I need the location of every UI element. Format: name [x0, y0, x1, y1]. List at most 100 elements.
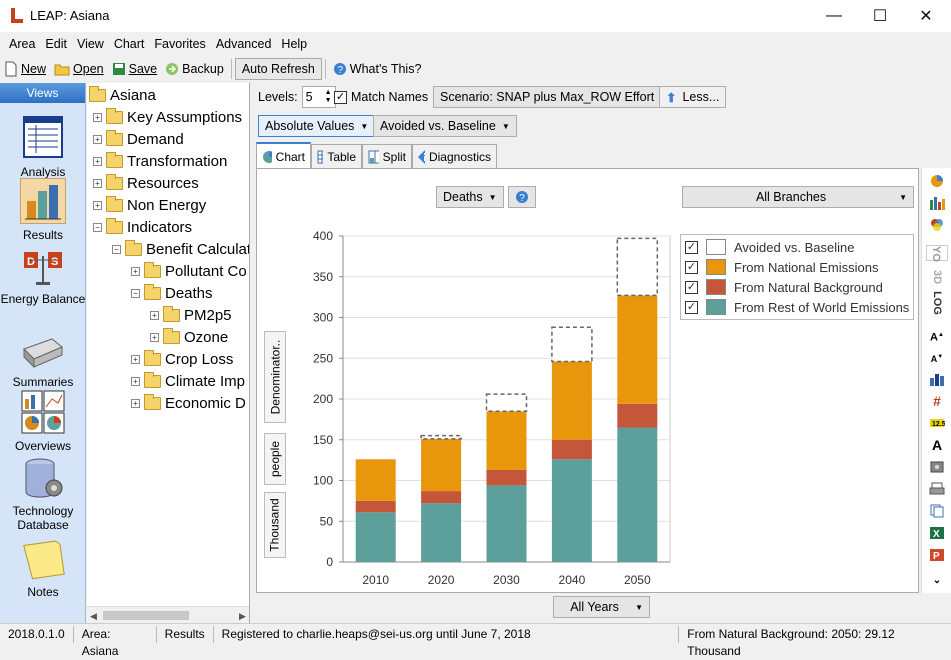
menu-area[interactable]: Area: [9, 37, 36, 51]
tree-node[interactable]: + Pollutant Co: [131, 260, 247, 282]
data-labels-icon[interactable]: 12.5: [929, 416, 946, 430]
chart-help-button[interactable]: ?: [508, 186, 536, 208]
tree-node[interactable]: + Economic D: [131, 392, 246, 414]
tab-table[interactable]: Table: [311, 144, 362, 168]
menu-help[interactable]: Help: [281, 37, 308, 51]
view-analysis[interactable]: Analysis: [0, 115, 86, 179]
menu-edit[interactable]: Edit: [45, 37, 67, 51]
checkbox-checked-icon[interactable]: ✓: [334, 90, 347, 104]
chart-type-icon[interactable]: [929, 174, 945, 188]
absolute-values-dropdown[interactable]: Absolute Values ▼: [258, 115, 376, 137]
gridlines-icon[interactable]: #: [933, 393, 941, 409]
font-smaller-icon[interactable]: A▼: [930, 354, 944, 364]
tree-node[interactable]: + Climate Imp: [131, 370, 245, 392]
auto-refresh-button[interactable]: Auto Refresh: [234, 58, 322, 80]
menu-advanced[interactable]: Advanced: [215, 37, 272, 51]
scenario-dropdown[interactable]: Scenario: SNAP plus Max_ROW Effort▼: [433, 86, 676, 108]
powerpoint-icon[interactable]: P: [929, 548, 945, 562]
tree-node[interactable]: + Resources: [93, 172, 199, 194]
less-button[interactable]: ⬆ Less...: [659, 86, 727, 108]
spinner-arrows-icon[interactable]: ▲ ▼: [324, 89, 332, 104]
expand-icon[interactable]: +: [93, 200, 102, 210]
menu-view[interactable]: View: [76, 37, 104, 51]
font-larger-icon[interactable]: A▲: [930, 331, 944, 344]
tree-node[interactable]: + Ozone: [150, 326, 228, 348]
levels-spinner[interactable]: 5 ▲ ▼: [301, 86, 336, 108]
font-icon[interactable]: A: [931, 437, 943, 453]
match-names-checkbox[interactable]: ✓ Match Names: [334, 86, 428, 108]
tab-diagnostics[interactable]: Diagnostics: [412, 144, 497, 168]
variable-dropdown[interactable]: Deaths ▼: [436, 186, 504, 208]
view-technology-database[interactable]: Technology Database: [0, 456, 86, 532]
tree-node[interactable]: + Transformation: [93, 150, 227, 172]
expand-icon[interactable]: +: [93, 112, 102, 122]
log-toggle[interactable]: LOG: [931, 291, 943, 315]
copy-icon[interactable]: [929, 504, 945, 518]
collapse-icon[interactable]: −: [93, 222, 102, 232]
checkbox-checked-icon[interactable]: ✓: [685, 240, 698, 254]
tab-chart[interactable]: Chart: [256, 142, 311, 169]
comparison-dropdown[interactable]: Avoided vs. Baseline ▼: [373, 115, 517, 137]
bar-colors-icon[interactable]: [929, 196, 945, 210]
legend-item[interactable]: ✓ From National Emissions: [685, 258, 879, 276]
unit-thousand-label[interactable]: Thousand: [264, 492, 286, 558]
tree-node[interactable]: + Non Energy: [93, 194, 206, 216]
print-icon[interactable]: [929, 482, 945, 496]
expand-icon[interactable]: +: [150, 332, 159, 342]
checkbox-checked-icon[interactable]: ✓: [685, 300, 698, 314]
expand-icon[interactable]: +: [131, 398, 140, 408]
expand-icon[interactable]: +: [93, 134, 102, 144]
tree-node[interactable]: − Indicators: [93, 216, 192, 238]
menu-chart[interactable]: Chart: [113, 37, 145, 51]
view-notes[interactable]: Notes: [0, 539, 86, 599]
expand-icon[interactable]: +: [131, 376, 140, 386]
bar-segment: [486, 469, 527, 486]
expand-icon[interactable]: +: [131, 266, 140, 276]
tree-node[interactable]: − Benefit Calculat: [112, 238, 249, 260]
collapse-icon[interactable]: −: [131, 288, 140, 298]
palette-icon[interactable]: [929, 218, 945, 232]
save-button[interactable]: Save: [108, 57, 162, 81]
legend-item[interactable]: ✓ From Rest of World Emissions: [685, 298, 909, 316]
screenshot-icon[interactable]: [929, 460, 945, 474]
legend-item[interactable]: ✓ From Natural Background: [685, 278, 883, 296]
checkbox-checked-icon[interactable]: ✓: [685, 280, 698, 294]
view-summaries[interactable]: Summaries: [0, 331, 86, 389]
years-dropdown[interactable]: All Years ▼: [553, 596, 650, 618]
branches-dropdown[interactable]: All Branches ▼: [682, 186, 914, 208]
expand-icon[interactable]: +: [93, 178, 102, 188]
close-button[interactable]: ✕: [919, 8, 933, 25]
legend-item[interactable]: ✓ Avoided vs. Baseline: [685, 238, 854, 256]
excel-icon[interactable]: X: [929, 526, 945, 540]
view-results[interactable]: Results: [0, 178, 86, 242]
tree-horizontal-scrollbar[interactable]: ◀ ▶: [87, 606, 249, 623]
checkbox-checked-icon[interactable]: ✓: [685, 260, 698, 274]
y0-toggle[interactable]: YO: [926, 245, 948, 262]
tree-node[interactable]: + PM2p5: [150, 304, 232, 326]
collapse-icon[interactable]: −: [112, 244, 121, 254]
expand-icon[interactable]: +: [93, 156, 102, 166]
whats-this-button[interactable]: ? What's This?: [329, 57, 426, 81]
tree-node[interactable]: + Demand: [93, 128, 184, 150]
maximize-button[interactable]: ☐: [872, 8, 888, 25]
stacked-chart-icon[interactable]: [929, 372, 945, 386]
tree-node-selected[interactable]: − Deaths: [131, 282, 213, 304]
unit-denominator-label[interactable]: Denominator..: [264, 331, 286, 423]
minimize-button[interactable]: —: [826, 7, 842, 24]
expand-icon[interactable]: +: [150, 310, 159, 320]
tab-split[interactable]: Split: [362, 144, 412, 168]
backup-button[interactable]: Backup: [161, 57, 228, 81]
3d-toggle[interactable]: 3D: [931, 269, 943, 285]
chevron-down-icon[interactable]: ⌄: [932, 575, 942, 586]
tree-root[interactable]: Asiana: [89, 84, 156, 106]
open-button[interactable]: Open: [50, 57, 108, 81]
unit-people-label[interactable]: people: [264, 433, 286, 485]
tree-node[interactable]: + Key Assumptions: [93, 106, 242, 128]
x-tick-label: 2050: [624, 573, 651, 587]
view-overviews[interactable]: Overviews: [0, 389, 86, 453]
tree-node[interactable]: + Crop Loss: [131, 348, 233, 370]
new-button[interactable]: New: [0, 57, 50, 81]
menu-favorites[interactable]: Favorites: [154, 37, 206, 51]
expand-icon[interactable]: +: [131, 354, 140, 364]
